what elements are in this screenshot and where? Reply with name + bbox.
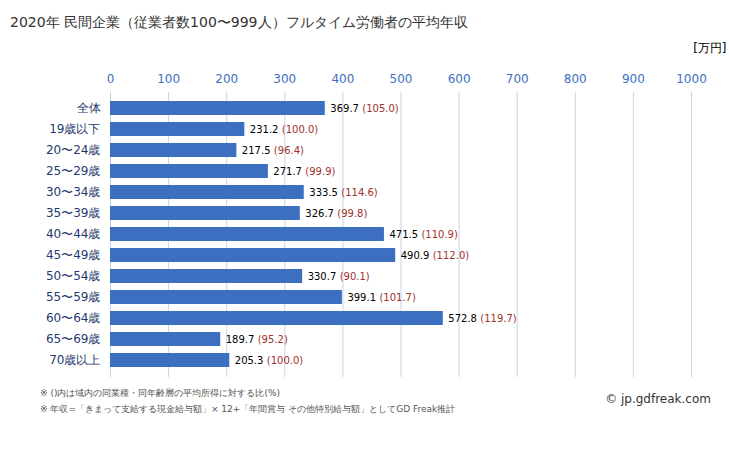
html-text:※ ()内は域内の同業種・同年齢層の平均所得に対する比(%): ※ ()内は域内の同業種・同年齢層の平均所得に対する比(%) [40,388,280,398]
svg-text:20〜24歳: 20〜24歳 [46,143,101,157]
svg-text:271.7: 271.7 [273,166,302,177]
svg-text:300: 300 [273,72,296,86]
svg-text:50〜54歳: 50〜54歳 [46,269,101,283]
html-text:※ 年収=「きまって支給する現金給与額」× 12+「年間賞与: ※ 年収=「きまって支給する現金給与額」× 12+「年間賞与 その他特別給与額」… [40,404,456,414]
svg-text:490.9: 490.9 [401,250,430,261]
svg-text:(96.4): (96.4) [274,145,304,156]
html-text:© jp.gdfreak.com: © jp.gdfreak.com [605,392,711,406]
svg-text:369.7: 369.7 [330,103,359,114]
svg-text:217.5: 217.5 [242,145,271,156]
svg-text:200: 200 [215,72,238,86]
svg-text:(99.9): (99.9) [305,166,335,177]
svg-text:700: 700 [506,72,529,86]
svg-text:471.5: 471.5 [389,229,418,240]
svg-text:(101.7): (101.7) [379,292,416,303]
svg-text:(119.7): (119.7) [480,313,517,324]
svg-text:800: 800 [564,72,587,86]
svg-text:1000: 1000 [676,72,707,86]
svg-text:(95.2): (95.2) [258,334,288,345]
svg-text:600: 600 [448,72,471,86]
svg-text:572.8: 572.8 [448,313,477,324]
svg-text:189.7: 189.7 [226,334,255,345]
svg-text:(105.0): (105.0) [362,103,399,114]
svg-text:(110.9): (110.9) [421,229,458,240]
svg-text:326.7: 326.7 [305,208,334,219]
svg-text:400: 400 [331,72,354,86]
svg-text:70歳以上: 70歳以上 [49,353,100,367]
svg-text:65〜69歳: 65〜69歳 [46,332,101,346]
svg-text:399.1: 399.1 [347,292,376,303]
svg-text:900: 900 [622,72,645,86]
svg-text:55〜59歳: 55〜59歳 [46,290,101,304]
svg-text:(99.8): (99.8) [337,208,367,219]
svg-text:45〜49歳: 45〜49歳 [46,248,101,262]
svg-text:(90.1): (90.1) [340,271,370,282]
html-text:2020年 民間企業（従業者数100〜999人）フルタイム労: 2020年 民間企業（従業者数100〜999人）フルタイム労働者の平均年収 [10,14,468,30]
svg-text:60〜64歳: 60〜64歳 [46,311,101,325]
svg-text:500: 500 [390,72,413,86]
svg-text:330.7: 330.7 [308,271,337,282]
svg-text:40〜44歳: 40〜44歳 [46,227,101,241]
svg-text:(114.6): (114.6) [341,187,378,198]
svg-text:全体: 全体 [77,101,101,115]
svg-text:(100.0): (100.0) [267,355,304,366]
svg-text:231.2: 231.2 [250,124,279,135]
svg-text:100: 100 [157,72,180,86]
svg-text:[万円]: [万円] [693,41,726,55]
svg-text:333.5: 333.5 [309,187,338,198]
svg-text:25〜29歳: 25〜29歳 [46,164,101,178]
svg-text:(100.0): (100.0) [282,124,319,135]
svg-text:30〜34歳: 30〜34歳 [46,185,101,199]
svg-text:35〜39歳: 35〜39歳 [46,206,101,220]
svg-text:0: 0 [107,72,115,86]
svg-text:19歳以下: 19歳以下 [49,122,100,136]
svg-text:(112.0): (112.0) [433,250,470,261]
svg-text:205.3: 205.3 [235,355,264,366]
